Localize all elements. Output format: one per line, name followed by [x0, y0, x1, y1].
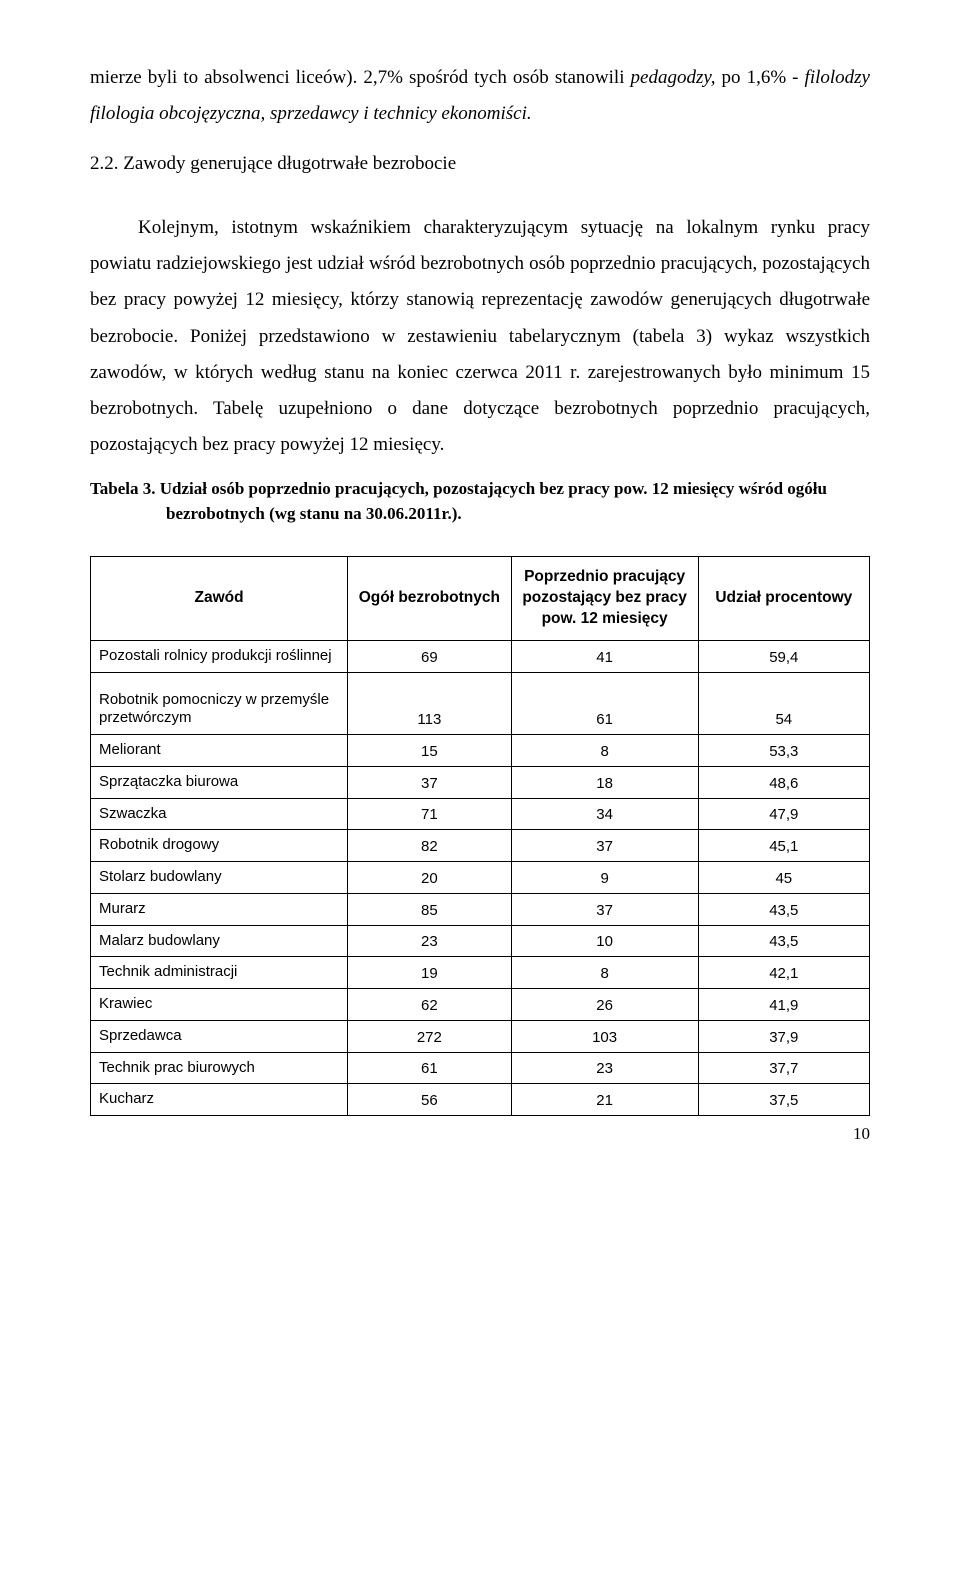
row-value-pop: 21: [511, 1084, 698, 1116]
table-row: Murarz853743,5: [91, 893, 870, 925]
row-label: Murarz: [91, 893, 348, 925]
row-value-udzial: 43,5: [698, 893, 869, 925]
col-header-ogol: Ogół bezrobotnych: [348, 557, 512, 641]
row-value-pop: 9: [511, 862, 698, 894]
row-value-pop: 10: [511, 925, 698, 957]
row-label: Sprzątaczka biurowa: [91, 766, 348, 798]
table-row: Szwaczka713447,9: [91, 798, 870, 830]
row-value-udzial: 42,1: [698, 957, 869, 989]
table-caption: Tabela 3. Udział osób poprzednio pracują…: [166, 477, 870, 526]
row-value-pop: 103: [511, 1020, 698, 1052]
col-header-pop: Poprzednio pracujący pozostający bez pra…: [511, 557, 698, 641]
row-value-udzial: 41,9: [698, 989, 869, 1021]
row-value-pop: 37: [511, 830, 698, 862]
body-paragraph: Kolejnym, istotnym wskaźnikiem charakter…: [90, 210, 870, 463]
row-value-pop: 37: [511, 893, 698, 925]
row-value-udzial: 37,7: [698, 1052, 869, 1084]
row-value-ogol: 20: [348, 862, 512, 894]
row-value-udzial: 45,1: [698, 830, 869, 862]
row-value-udzial: 48,6: [698, 766, 869, 798]
table-row: Sprzedawca27210337,9: [91, 1020, 870, 1052]
row-label: Meliorant: [91, 735, 348, 767]
row-value-udzial: 59,4: [698, 640, 869, 672]
table-row: Robotnik drogowy823745,1: [91, 830, 870, 862]
row-value-pop: 8: [511, 735, 698, 767]
row-value-ogol: 113: [348, 672, 512, 735]
table-row: Technik administracji19842,1: [91, 957, 870, 989]
row-label: Szwaczka: [91, 798, 348, 830]
row-label: Pozostali rolnicy produkcji roślinnej: [91, 640, 348, 672]
row-value-ogol: 71: [348, 798, 512, 830]
table-header-row: Zawód Ogół bezrobotnych Poprzednio pracu…: [91, 557, 870, 641]
table-row: Pozostali rolnicy produkcji roślinnej694…: [91, 640, 870, 672]
row-value-udzial: 37,5: [698, 1084, 869, 1116]
row-label: Krawiec: [91, 989, 348, 1021]
row-value-pop: 61: [511, 672, 698, 735]
intro-run-3: po 1,6% -: [716, 67, 805, 88]
row-value-ogol: 272: [348, 1020, 512, 1052]
table-row: Malarz budowlany231043,5: [91, 925, 870, 957]
row-label: Robotnik pomocniczy w przemyśle przetwór…: [91, 672, 348, 735]
page-number: 10: [90, 1124, 870, 1144]
row-value-ogol: 15: [348, 735, 512, 767]
table-row: Krawiec622641,9: [91, 989, 870, 1021]
row-value-pop: 26: [511, 989, 698, 1021]
row-label: Stolarz budowlany: [91, 862, 348, 894]
row-value-ogol: 85: [348, 893, 512, 925]
row-value-pop: 18: [511, 766, 698, 798]
row-label: Malarz budowlany: [91, 925, 348, 957]
row-value-ogol: 37: [348, 766, 512, 798]
row-value-ogol: 23: [348, 925, 512, 957]
row-value-udzial: 54: [698, 672, 869, 735]
row-value-ogol: 69: [348, 640, 512, 672]
row-value-udzial: 53,3: [698, 735, 869, 767]
intro-run-2-italic: pedagodzy,: [631, 67, 716, 88]
row-value-ogol: 62: [348, 989, 512, 1021]
table-row: Sprzątaczka biurowa371848,6: [91, 766, 870, 798]
row-value-udzial: 43,5: [698, 925, 869, 957]
row-value-udzial: 47,9: [698, 798, 869, 830]
table-row: Kucharz562137,5: [91, 1084, 870, 1116]
row-value-pop: 34: [511, 798, 698, 830]
table-row: Robotnik pomocniczy w przemyśle przetwór…: [91, 672, 870, 735]
row-value-ogol: 82: [348, 830, 512, 862]
row-label: Technik prac biurowych: [91, 1052, 348, 1084]
table-row: Meliorant15853,3: [91, 735, 870, 767]
table-row: Technik prac biurowych612337,7: [91, 1052, 870, 1084]
table-row: Stolarz budowlany20945: [91, 862, 870, 894]
row-label: Sprzedawca: [91, 1020, 348, 1052]
col-header-zawod: Zawód: [91, 557, 348, 641]
row-value-udzial: 37,9: [698, 1020, 869, 1052]
row-value-pop: 8: [511, 957, 698, 989]
row-label: Kucharz: [91, 1084, 348, 1116]
section-heading: 2.2. Zawody generujące długotrwałe bezro…: [90, 146, 870, 182]
data-table: Zawód Ogół bezrobotnych Poprzednio pracu…: [90, 556, 870, 1116]
row-label: Technik administracji: [91, 957, 348, 989]
row-value-ogol: 19: [348, 957, 512, 989]
row-value-udzial: 45: [698, 862, 869, 894]
row-value-ogol: 56: [348, 1084, 512, 1116]
intro-paragraph: mierze byli to absolwenci liceów). 2,7% …: [90, 60, 870, 132]
col-header-udzial: Udział procentowy: [698, 557, 869, 641]
row-value-pop: 41: [511, 640, 698, 672]
row-value-pop: 23: [511, 1052, 698, 1084]
row-label: Robotnik drogowy: [91, 830, 348, 862]
row-value-ogol: 61: [348, 1052, 512, 1084]
intro-run-1: mierze byli to absolwenci liceów). 2,7% …: [90, 67, 631, 88]
